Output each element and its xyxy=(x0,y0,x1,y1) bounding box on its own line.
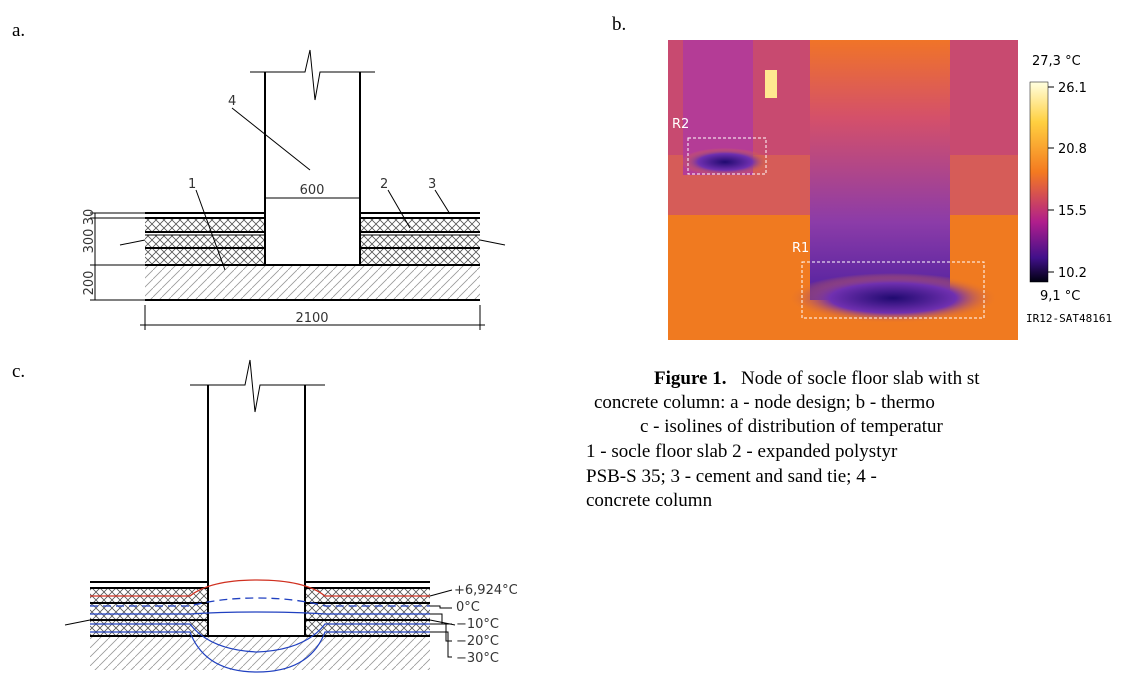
scale-tick: 15.5 xyxy=(1058,204,1087,219)
callout: 3 xyxy=(428,177,436,192)
isotherm-label: −10°C xyxy=(456,617,499,632)
caption-title: Figure 1. xyxy=(654,368,726,389)
scale-tick: 26.1 xyxy=(1058,81,1087,96)
caption-line: concrete column: a - node design; b - th… xyxy=(594,392,935,413)
caption-line: c - isolines of distribution of temperat… xyxy=(640,416,944,437)
dimension: 2100 xyxy=(295,311,328,326)
isotherm-label: −20°C xyxy=(456,634,499,649)
region-label: R1 xyxy=(792,241,809,256)
dimension: 300 xyxy=(82,229,97,254)
isotherm-label: −30°C xyxy=(456,651,499,666)
scale-tick: 20.8 xyxy=(1058,142,1087,157)
panel-label: a. xyxy=(12,20,25,41)
isotherm-label: 0°C xyxy=(456,600,480,615)
dimension: 600 xyxy=(300,183,325,198)
camera-id: IR12-SAT48161 xyxy=(1026,312,1112,325)
dimension: 200 xyxy=(82,271,97,296)
region-label: R2 xyxy=(672,117,689,132)
callout: 1 xyxy=(188,177,196,192)
caption-line: 1 - socle floor slab 2 - expanded polyst… xyxy=(586,441,898,462)
caption-line: concrete column xyxy=(586,490,713,511)
callout: 2 xyxy=(380,177,388,192)
scale-min: 9,1 °C xyxy=(1040,289,1080,304)
callout: 4 xyxy=(228,94,236,109)
thermogram xyxy=(668,40,1054,340)
isoline-drawing xyxy=(64,359,456,673)
scale-max: 27,3 °C xyxy=(1032,54,1081,69)
panel-label: b. xyxy=(612,14,626,35)
node-drawing xyxy=(90,49,506,330)
scale-tick: 10.2 xyxy=(1058,266,1087,281)
isotherm-label: +6,924°C xyxy=(454,583,518,598)
caption-line: Node of socle floor slab with st xyxy=(741,368,980,389)
dimension: 30 xyxy=(82,209,97,226)
caption-line: PSB-S 35; 3 - cement and sand tie; 4 - xyxy=(586,466,877,487)
panel-label: c. xyxy=(12,361,25,382)
